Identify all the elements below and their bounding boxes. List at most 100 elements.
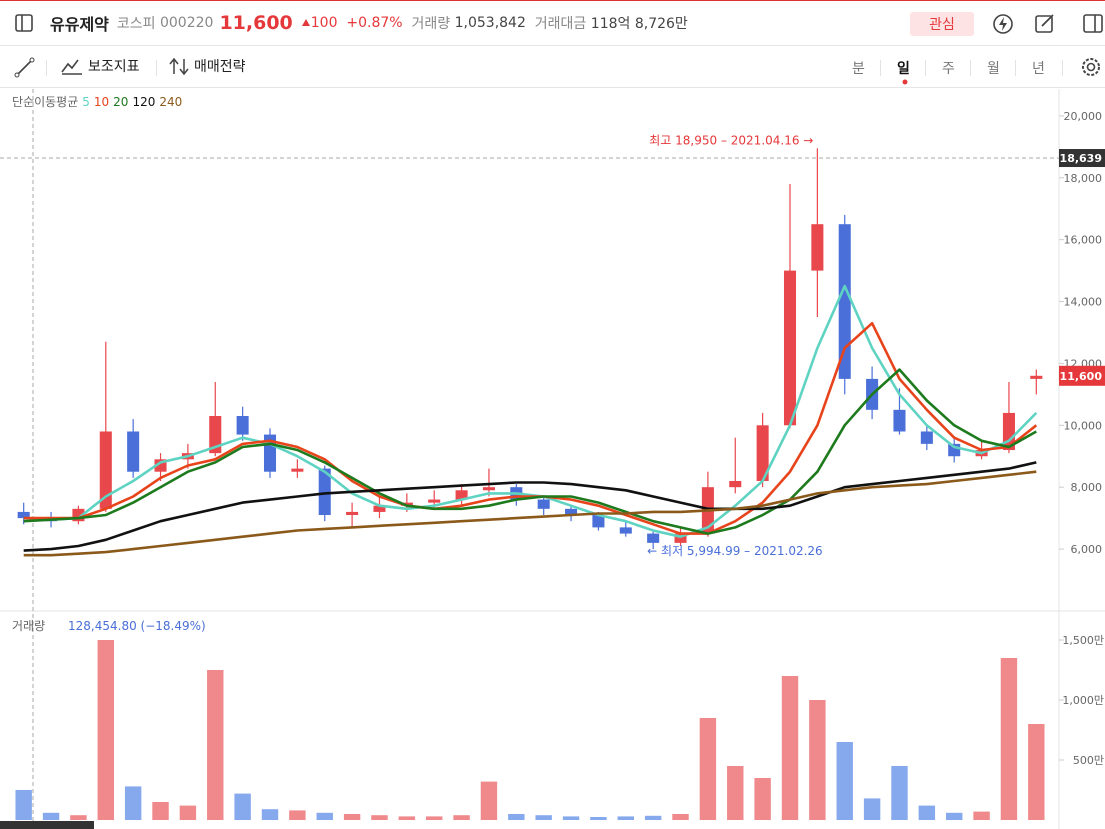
candle-body: [127, 431, 140, 472]
toolbar: 보조지표 매매전략 분 일 주 월 년: [0, 46, 1105, 88]
volume-bar: [124, 786, 142, 820]
volume-bar: [1000, 658, 1018, 820]
volume-subtitle: 128,454.80 (−18.49%): [68, 619, 206, 633]
candle-body: [592, 515, 605, 528]
volume-bar: [261, 809, 279, 820]
volume-bar: [480, 781, 498, 820]
volume-label: 거래량: [411, 16, 451, 32]
panel-icon[interactable]: [1083, 13, 1105, 35]
last-price-tag: [1059, 365, 1105, 386]
volume-bar: [426, 816, 443, 820]
volume-bar: [42, 812, 60, 820]
legend-title: 단순이동평균: [12, 95, 78, 109]
moving-average-line: [23, 368, 1037, 535]
volume-bar: [179, 805, 197, 820]
change-pct: +0.87%: [346, 15, 403, 31]
y-tick-label: 16,000: [1064, 234, 1103, 247]
volume-bar: [535, 815, 552, 820]
legend-entry: 10: [94, 95, 109, 109]
candle-body: [17, 511, 30, 519]
flash-icon[interactable]: [992, 13, 1014, 35]
candle-body: [893, 409, 906, 432]
legend-entry: 5: [82, 95, 90, 109]
period-year[interactable]: 년: [1032, 61, 1045, 77]
draw-icon[interactable]: [14, 57, 36, 79]
strategy-label: 매매전략: [194, 59, 246, 75]
candle-body: [647, 533, 660, 543]
indicators-button[interactable]: 보조지표: [60, 56, 140, 76]
amount-label: 거래대금: [534, 16, 587, 32]
candle-body: [565, 508, 578, 516]
y-tick-label: 14,000: [1064, 296, 1103, 309]
edit-icon[interactable]: [1034, 13, 1056, 35]
volume-bar: [644, 815, 662, 820]
period-month[interactable]: 월: [987, 61, 1000, 77]
candle-body: [838, 224, 851, 379]
period-day[interactable]: 일: [897, 61, 910, 77]
volume-bar: [152, 802, 169, 820]
header: 유유제약 코스피 000220 11,600 100 +0.87% 거래량 1,…: [0, 0, 1105, 46]
code: 000220: [159, 15, 214, 31]
y-tick-label: 10,000: [1064, 419, 1103, 432]
last-price-label: 11,600: [1060, 370, 1103, 383]
y-tick-label: 18,000: [1064, 172, 1103, 185]
up-triangle: [301, 19, 310, 26]
volume-bar: [453, 815, 470, 820]
annotation: ← 최저 5,994.99 – 2021.02.26: [647, 544, 823, 558]
candle-body: [291, 468, 304, 472]
volume-bar: [590, 817, 607, 820]
crosshair-label: 18,639: [1060, 152, 1102, 165]
scroll-thumb[interactable]: [0, 821, 94, 829]
volume: 1,053,842: [454, 15, 526, 31]
volume-bar: [70, 815, 87, 820]
volume-bar: [863, 798, 881, 820]
candle-body: [400, 502, 413, 506]
volume-bar: [15, 790, 32, 820]
y-tick-label: 6,000: [1071, 543, 1103, 556]
legend-entry: 240: [159, 95, 182, 109]
volume-bar: [207, 670, 224, 820]
candle-body: [236, 416, 249, 435]
active-dot: [902, 79, 908, 85]
candle-body: [346, 511, 359, 516]
crosshair-tag: [1059, 149, 1105, 168]
volume-title: 거래량: [12, 619, 45, 633]
strategy-icon: [169, 57, 189, 76]
settings-icon[interactable]: [1080, 56, 1102, 78]
volume-bar: [891, 766, 908, 820]
candle-body: [455, 490, 468, 500]
annotation: 최고 18,950 – 2021.04.16 →: [649, 133, 813, 147]
strategy-button[interactable]: 매매전략: [168, 56, 246, 76]
volume-bar: [1028, 724, 1045, 820]
sidebar-icon[interactable]: [14, 13, 34, 33]
volume-bar: [316, 812, 333, 820]
market: 코스피: [116, 16, 156, 32]
y-tick-label: 1,000만: [1062, 694, 1104, 707]
volume-bar: [289, 810, 306, 820]
ma-legend: 단순이동평균 5 10 20 120 240: [12, 95, 182, 109]
period-min[interactable]: 분: [852, 61, 865, 77]
watch-button[interactable]: 관심: [910, 12, 974, 36]
y-tick-label: 20,000: [1064, 110, 1103, 123]
amount: 118억 8,726만: [590, 16, 688, 32]
candle-body: [428, 499, 441, 503]
volume-bar: [836, 742, 853, 820]
volume-bar: [918, 805, 936, 820]
volume-bar: [398, 816, 416, 820]
candle-body: [482, 487, 495, 491]
volume-bar: [727, 766, 744, 820]
volume-bar: [754, 778, 771, 820]
volume-bar: [973, 811, 990, 820]
candle-body: [783, 270, 797, 426]
volume-bar: [343, 814, 361, 820]
moving-average-line: [23, 470, 1037, 557]
volume-bar: [508, 814, 525, 820]
candle-body: [756, 425, 769, 481]
candle-body: [920, 431, 933, 444]
volume-bar: [672, 814, 689, 820]
stock-name: 유유제약: [50, 15, 109, 34]
period-week[interactable]: 주: [942, 61, 955, 77]
volume-bar: [781, 676, 799, 820]
candle-body: [729, 480, 742, 488]
